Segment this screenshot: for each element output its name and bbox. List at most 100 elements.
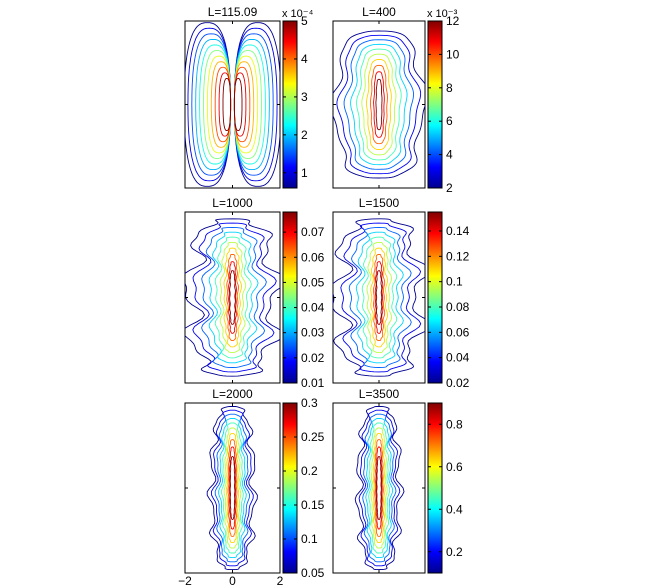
colorbar-tick-label: 1 bbox=[301, 166, 308, 180]
contour-level-5 bbox=[191, 33, 232, 176]
panel-title: L=400 bbox=[362, 5, 396, 19]
contour-level-7 bbox=[195, 38, 232, 171]
plot-frame bbox=[332, 211, 426, 384]
panel-title: L=3500 bbox=[359, 387, 400, 401]
contour-level-2 bbox=[358, 409, 401, 567]
colorbar-tick-label: 0.04 bbox=[446, 351, 470, 365]
colorbar-tick-label: 0.04 bbox=[301, 301, 325, 315]
colorbar bbox=[282, 211, 298, 384]
contour-level-7 bbox=[223, 247, 243, 348]
colorbar bbox=[282, 402, 298, 574]
colorbar-tick-label: 0.4 bbox=[446, 502, 463, 516]
panel-4: L=1500 0.02 0.04 0.06 0.08 0.1 0.12 0.14 bbox=[332, 196, 470, 390]
contour-level-8 bbox=[227, 439, 238, 537]
colorbar-tick-label: 0.3 bbox=[301, 396, 318, 410]
panel-title: L=1500 bbox=[359, 196, 400, 210]
colorbar-tick-label: 0.1 bbox=[301, 532, 318, 546]
colorbar-tick-label: 0.03 bbox=[301, 326, 325, 340]
contour-level-9 bbox=[374, 261, 384, 334]
contour-level-1 bbox=[333, 30, 425, 179]
contour-level-9 bbox=[228, 446, 237, 530]
contour-level-9 bbox=[375, 446, 383, 530]
colorbar-tick-label: 0.07 bbox=[301, 225, 325, 239]
contour-level-4 bbox=[218, 417, 247, 559]
colorbar-tick-label: 0.08 bbox=[446, 300, 470, 314]
x-tick-label: 0 bbox=[229, 574, 236, 586]
contour-level-6 bbox=[366, 241, 393, 354]
contour-lines bbox=[206, 405, 258, 571]
x-tick-label: 2 bbox=[277, 574, 284, 586]
colorbar-tick-label: 3 bbox=[301, 90, 308, 104]
colorbar-tick-label: 0.06 bbox=[301, 250, 325, 264]
colorbar-tick-label: 0.05 bbox=[301, 566, 325, 580]
colorbar-tick-label: 0.01 bbox=[301, 376, 325, 390]
contour-level-4 bbox=[365, 417, 394, 559]
contour-level-5 bbox=[214, 236, 252, 359]
plot-frame bbox=[332, 402, 426, 574]
contour-level-4 bbox=[350, 43, 408, 166]
colorbar-tick-label: 0.14 bbox=[446, 224, 470, 238]
colorbar-tick-label: 0.12 bbox=[446, 249, 470, 263]
colorbar-tick-label: 10 bbox=[446, 47, 460, 61]
contour-level-2 bbox=[340, 222, 422, 373]
contour-level-10 bbox=[229, 456, 236, 520]
contour-level-17 bbox=[214, 66, 232, 143]
colorbar-tick-label: 5 bbox=[301, 14, 308, 28]
panel-1: L=115.09 1 2 3 4 5x 10⁻⁴ bbox=[184, 5, 314, 189]
colorbar bbox=[427, 402, 443, 574]
panel-2: L=400 2 4 6 8 10 12x 10⁻³ bbox=[332, 5, 460, 195]
colorbar-tick-label: 6 bbox=[446, 114, 453, 128]
contour-level-9 bbox=[373, 71, 385, 138]
contour-level-8 bbox=[372, 253, 386, 342]
panel-title: L=2000 bbox=[212, 387, 253, 401]
panel-6: L=3500 0.2 0.4 0.6 0.8 bbox=[332, 387, 463, 574]
contour-level-7 bbox=[370, 247, 389, 348]
panel-title: L=1000 bbox=[212, 196, 253, 210]
contour-level-2 bbox=[192, 222, 277, 373]
colorbar bbox=[427, 211, 443, 384]
colorbar-tick-label: 0.6 bbox=[446, 460, 463, 474]
panel-5: L=2000 0.05 0.1 0.15 0.2 0.25 0.3 −2 0 2 bbox=[178, 387, 325, 586]
contour-level-1 bbox=[185, 22, 232, 187]
contour-level-8 bbox=[369, 64, 388, 145]
contour-level-5 bbox=[356, 48, 402, 161]
plot-frame bbox=[184, 211, 281, 384]
colorbar-tick-label: 0.02 bbox=[446, 376, 470, 390]
contour-level-10 bbox=[229, 270, 236, 325]
contour-level-7 bbox=[366, 59, 392, 150]
contour-lines bbox=[354, 405, 405, 571]
contour-level-5 bbox=[368, 422, 391, 554]
x-tick-label: −2 bbox=[178, 574, 192, 586]
contour-level-3 bbox=[362, 413, 397, 563]
contour-level-13 bbox=[206, 55, 232, 154]
contour-level-2 bbox=[210, 409, 254, 567]
colorbar-tick-label: 0.05 bbox=[301, 275, 325, 289]
colorbar-tick-label: 0.1 bbox=[446, 275, 463, 289]
contour-level-5 bbox=[221, 422, 244, 554]
contour-level-2 bbox=[336, 34, 422, 175]
contour-level-10 bbox=[376, 456, 382, 520]
colorbar-exponent-label: x 10⁻⁴ bbox=[282, 8, 314, 20]
contour-level-22 bbox=[233, 78, 243, 131]
plot-frame bbox=[184, 402, 281, 574]
contour-lines bbox=[333, 30, 425, 179]
contour-lines bbox=[185, 22, 280, 187]
contour-level-6 bbox=[361, 53, 397, 156]
colorbar-tick-label: 2 bbox=[446, 181, 453, 195]
colorbar-tick-label: 0.15 bbox=[301, 498, 325, 512]
contour-level-1 bbox=[354, 405, 405, 571]
contour-level-3 bbox=[201, 227, 267, 368]
contour-level-3 bbox=[214, 413, 251, 563]
colorbar-exponent-label: x 10⁻³ bbox=[427, 8, 458, 20]
colorbar-tick-label: 2 bbox=[301, 128, 308, 142]
contour-level-9 bbox=[228, 261, 237, 334]
contour-level-3 bbox=[343, 39, 414, 170]
contour-level-5 bbox=[361, 236, 398, 359]
colorbar-tick-label: 0.2 bbox=[301, 464, 318, 478]
colorbar-tick-label: 0.02 bbox=[301, 351, 325, 365]
contour-level-15 bbox=[210, 61, 232, 148]
contour-level-11 bbox=[203, 50, 232, 159]
colorbar-tick-label: 0.06 bbox=[446, 325, 470, 339]
colorbar-tick-label: 4 bbox=[446, 148, 453, 162]
